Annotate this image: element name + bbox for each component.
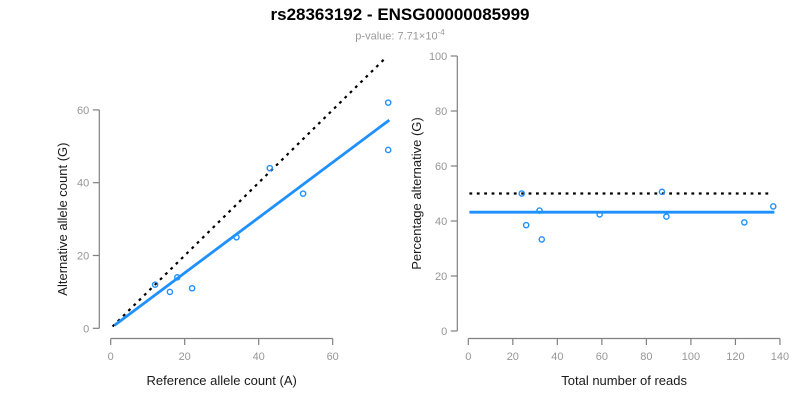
x-tick-label: 80 [640,351,652,363]
figure-title: rs28363192 - ENSG00000085999 [270,5,530,24]
x-tick-label: 20 [507,351,519,363]
data-point [188,284,196,292]
percentage-reads-plot: 0 20 40 60 80 100 120 140 0 20 40 60 80 100 Total numb… [409,51,789,388]
x-tick-label: 0 [465,351,471,363]
x-tick-label: 40 [253,351,265,363]
x-tick-label: 140 [771,351,789,363]
x-tick-label: 100 [682,351,700,363]
data-point [538,236,546,243]
data-point [518,190,526,197]
pvalue-text: p-value: 7.71×10 [355,30,438,43]
x-tick-label: 120 [726,351,744,363]
y-tick-label: 0 [441,326,447,338]
y-tick-label: 60 [435,161,447,173]
data-point [299,190,307,197]
data-point [266,164,274,172]
y-tick-label: 40 [435,216,447,228]
x-tick-label: 60 [596,351,608,363]
y-tick-label: 20 [435,271,447,283]
data-point [173,274,181,281]
y-tick-label: 100 [429,51,447,63]
data-point [151,281,159,288]
data-point [384,146,392,154]
y-axis-title: Percentage alternative (G) [409,117,424,269]
x-tick-label: 40 [551,351,563,363]
data-point [233,233,240,241]
data-point [769,203,777,210]
pvalue-exponent: -4 [437,27,445,37]
y-tick-label: 80 [435,106,447,118]
y-tick-label: 20 [77,251,89,263]
data-point [596,211,603,218]
x-tick-label: 20 [179,351,191,363]
fit-line [113,118,391,327]
data-point [522,221,530,229]
x-axis-title: Reference allele count (A) [147,373,297,388]
allele-counts-plot: 0 20 40 60 0 20 40 60 Reference allele count (A)… [55,58,392,388]
x-tick-label: 0 [108,351,114,363]
y-tick-label: 40 [77,178,89,190]
data-point [536,207,543,214]
data-point [658,188,666,196]
x-tick-label: 60 [327,351,339,363]
y-tick-label: 0 [83,323,89,335]
figure-subtitle: p-value: 7.71×10-4 [0,27,800,43]
x-axis-title: Total number of reads [561,373,687,388]
data-point [384,99,392,106]
figure-header: rs28363192 - ENSG00000085999 p-value: 7.… [0,5,800,43]
data-point [166,288,174,296]
y-axis-title: Alternative allele count (G) [55,143,70,296]
y-tick-label: 60 [77,105,89,117]
data-point [741,219,748,226]
data-point [663,213,670,220]
